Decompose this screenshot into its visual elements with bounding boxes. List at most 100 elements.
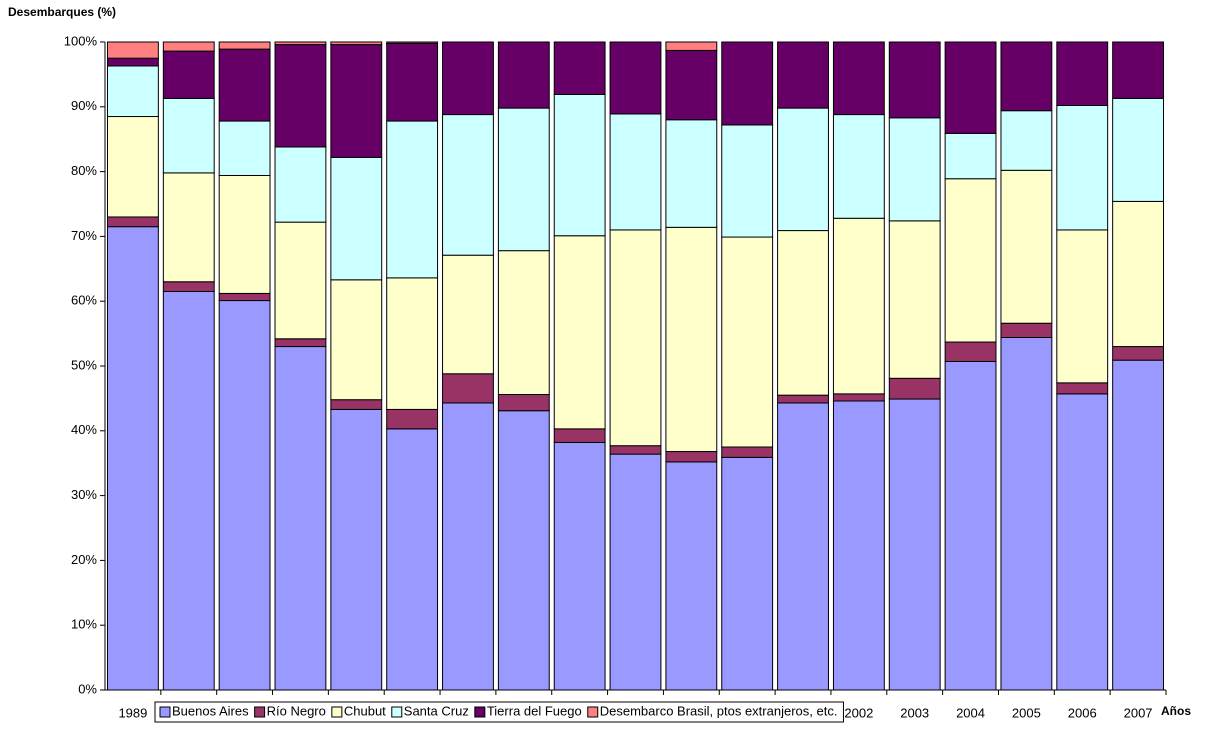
legend-marker: [587, 706, 599, 718]
bar-segment: [162, 172, 215, 283]
y-tick-label: 50%: [71, 357, 97, 372]
bar-segment: [777, 107, 829, 232]
bar-segment: [497, 394, 550, 412]
bar-segment: [832, 114, 885, 219]
x-tick-label: 2004: [956, 705, 985, 720]
bar-segment: [1112, 346, 1164, 361]
bar-segment: [1056, 105, 1109, 231]
x-tick-label: 1989: [118, 705, 147, 720]
bar-segment: [609, 445, 662, 455]
bar-segment: [386, 120, 439, 279]
bar-segment: [1000, 336, 1053, 691]
y-axis-title: Desembarques (%): [8, 5, 116, 19]
bar-segment: [330, 399, 383, 410]
y-tick-label: 0%: [78, 681, 97, 696]
x-tick-label: 2003: [900, 705, 929, 720]
bar-segment: [832, 400, 885, 691]
bar-segment: [218, 41, 271, 50]
bar-segment: [721, 446, 774, 458]
bar-segment: [218, 292, 271, 302]
y-tick-label: 100%: [64, 33, 98, 48]
bar-segment: [944, 41, 997, 134]
bar-segment: [553, 441, 606, 691]
bar-segment: [944, 360, 997, 691]
bar-segment: [1112, 41, 1164, 99]
bar-segment: [274, 338, 327, 348]
bar-segment: [721, 41, 774, 126]
bar-segment: [497, 250, 550, 396]
bar-segment: [442, 373, 494, 404]
bar-segment: [609, 453, 662, 691]
y-tick-label: 60%: [71, 293, 97, 308]
bar-segment: [832, 41, 885, 116]
bar-segment: [1112, 200, 1164, 348]
bar-segment: [162, 97, 215, 174]
bar-segment: [162, 290, 215, 691]
bar-segment: [1056, 382, 1109, 395]
y-tick-label: 30%: [71, 487, 97, 502]
bar-segment: [218, 120, 271, 176]
bar-segment: [777, 394, 829, 404]
y-tick-label: 90%: [71, 98, 97, 113]
bar-segment: [1000, 169, 1053, 324]
bar-segment: [497, 410, 550, 691]
bar-segment: [1056, 229, 1109, 384]
x-tick-label: 2002: [844, 705, 873, 720]
legend-marker: [391, 706, 403, 718]
y-tick-label: 80%: [71, 163, 97, 178]
bar-segment: [1056, 393, 1109, 691]
legend-box: [154, 701, 844, 723]
y-tick-label: 10%: [71, 617, 97, 632]
bar-segment: [1112, 359, 1164, 691]
x-tick-label: 2006: [1068, 705, 1097, 720]
bar-segment: [665, 119, 718, 228]
bar-segment: [609, 113, 662, 231]
bar-segment: [777, 41, 829, 109]
legend-marker: [159, 706, 171, 718]
bar-segment: [107, 116, 159, 218]
bar-segment: [218, 48, 271, 122]
bar-segment: [107, 216, 159, 228]
bar-segment: [107, 226, 159, 691]
bar-segment: [330, 41, 383, 46]
bar-segment: [609, 41, 662, 115]
bar-segment: [386, 277, 439, 410]
legend-label: Desembarco Brasil, ptos extranjeros, etc…: [600, 703, 838, 718]
bar-segment: [553, 41, 606, 95]
legend: Buenos Aires Río Negro Chubut Santa Cruz Tie…: [154, 701, 844, 723]
bar-segment: [665, 451, 718, 463]
x-axis-title: Años: [1161, 704, 1191, 718]
bar-segment: [553, 235, 606, 430]
bar-segment: [218, 174, 271, 294]
bar-segment: [107, 65, 159, 118]
bar-segment: [497, 41, 550, 109]
y-tick-label: 20%: [71, 552, 97, 567]
bar-segment: [609, 229, 662, 447]
bar-segment: [442, 254, 494, 375]
legend-label: Santa Cruz: [404, 703, 469, 718]
bar-segment: [665, 49, 718, 121]
bar-segment: [1000, 110, 1053, 171]
bar-segment: [888, 41, 941, 119]
legend-marker: [331, 706, 343, 718]
bar-segment: [721, 124, 774, 238]
bar-segment: [442, 41, 494, 116]
bar-segment: [1000, 41, 1053, 112]
bar-segment: [1000, 322, 1053, 338]
bar-segment: [107, 57, 159, 67]
bar-segment: [665, 461, 718, 691]
y-tick-label: 70%: [71, 228, 97, 243]
bar-segment: [777, 402, 829, 691]
bar-segment: [497, 107, 550, 252]
bar-segment: [162, 50, 215, 99]
bar-segment: [218, 300, 271, 691]
bar-segment: [274, 44, 327, 148]
bar-segment: [330, 279, 383, 401]
y-tick-label: 40%: [71, 422, 97, 437]
bar-segment: [944, 178, 997, 343]
bar-segment: [386, 428, 439, 691]
x-tick-label: 2007: [1124, 705, 1153, 720]
bar-segment: [274, 146, 327, 223]
bar-segment: [553, 428, 606, 443]
bar-segment: [1056, 41, 1109, 107]
